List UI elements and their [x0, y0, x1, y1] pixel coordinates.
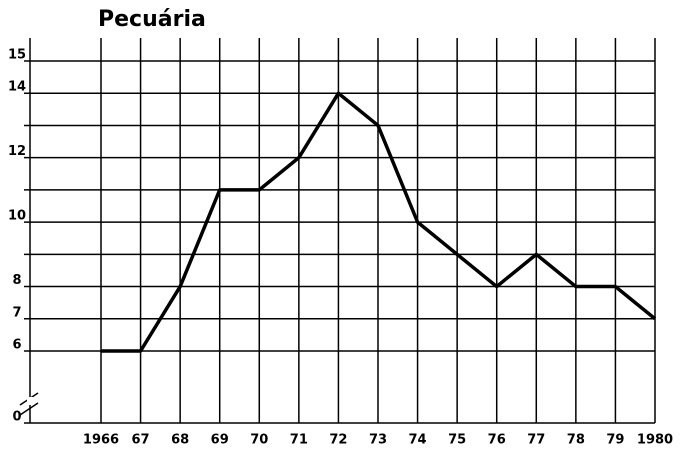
- x-tick-label: 1980: [637, 433, 673, 448]
- x-tick-label: 70: [250, 433, 268, 448]
- chart-title: Pecuária: [98, 7, 206, 32]
- data-line: [101, 91, 657, 353]
- y-tick-label: 0: [12, 410, 21, 425]
- y-tick-label: 15: [8, 48, 26, 63]
- x-tick-label: 74: [409, 433, 427, 448]
- x-tick-label: 77: [527, 433, 545, 448]
- x-tick-label: 72: [329, 433, 347, 448]
- y-tick-label: 14: [8, 80, 26, 95]
- x-tick-label: 79: [606, 433, 624, 448]
- x-tick-label: 68: [171, 433, 189, 448]
- y-tick-label: 12: [8, 144, 26, 159]
- x-tick-label: 76: [488, 433, 506, 448]
- x-tick-label: 75: [448, 433, 466, 448]
- y-tick-label: 6: [12, 338, 21, 353]
- axis-break: [19, 402, 39, 416]
- x-tick-label: 69: [211, 433, 229, 448]
- x-tick-label: 71: [290, 433, 308, 448]
- y-tick-label: 7: [12, 305, 21, 320]
- x-tick-label: 73: [369, 433, 387, 448]
- axis-break-gap: [27, 397, 33, 405]
- y-tick-label: 8: [12, 273, 21, 288]
- x-tick-label: 1966: [83, 433, 119, 448]
- x-tick-label: 78: [567, 433, 585, 448]
- y-tick-label: 10: [8, 209, 26, 224]
- x-tick-label: 67: [132, 433, 150, 448]
